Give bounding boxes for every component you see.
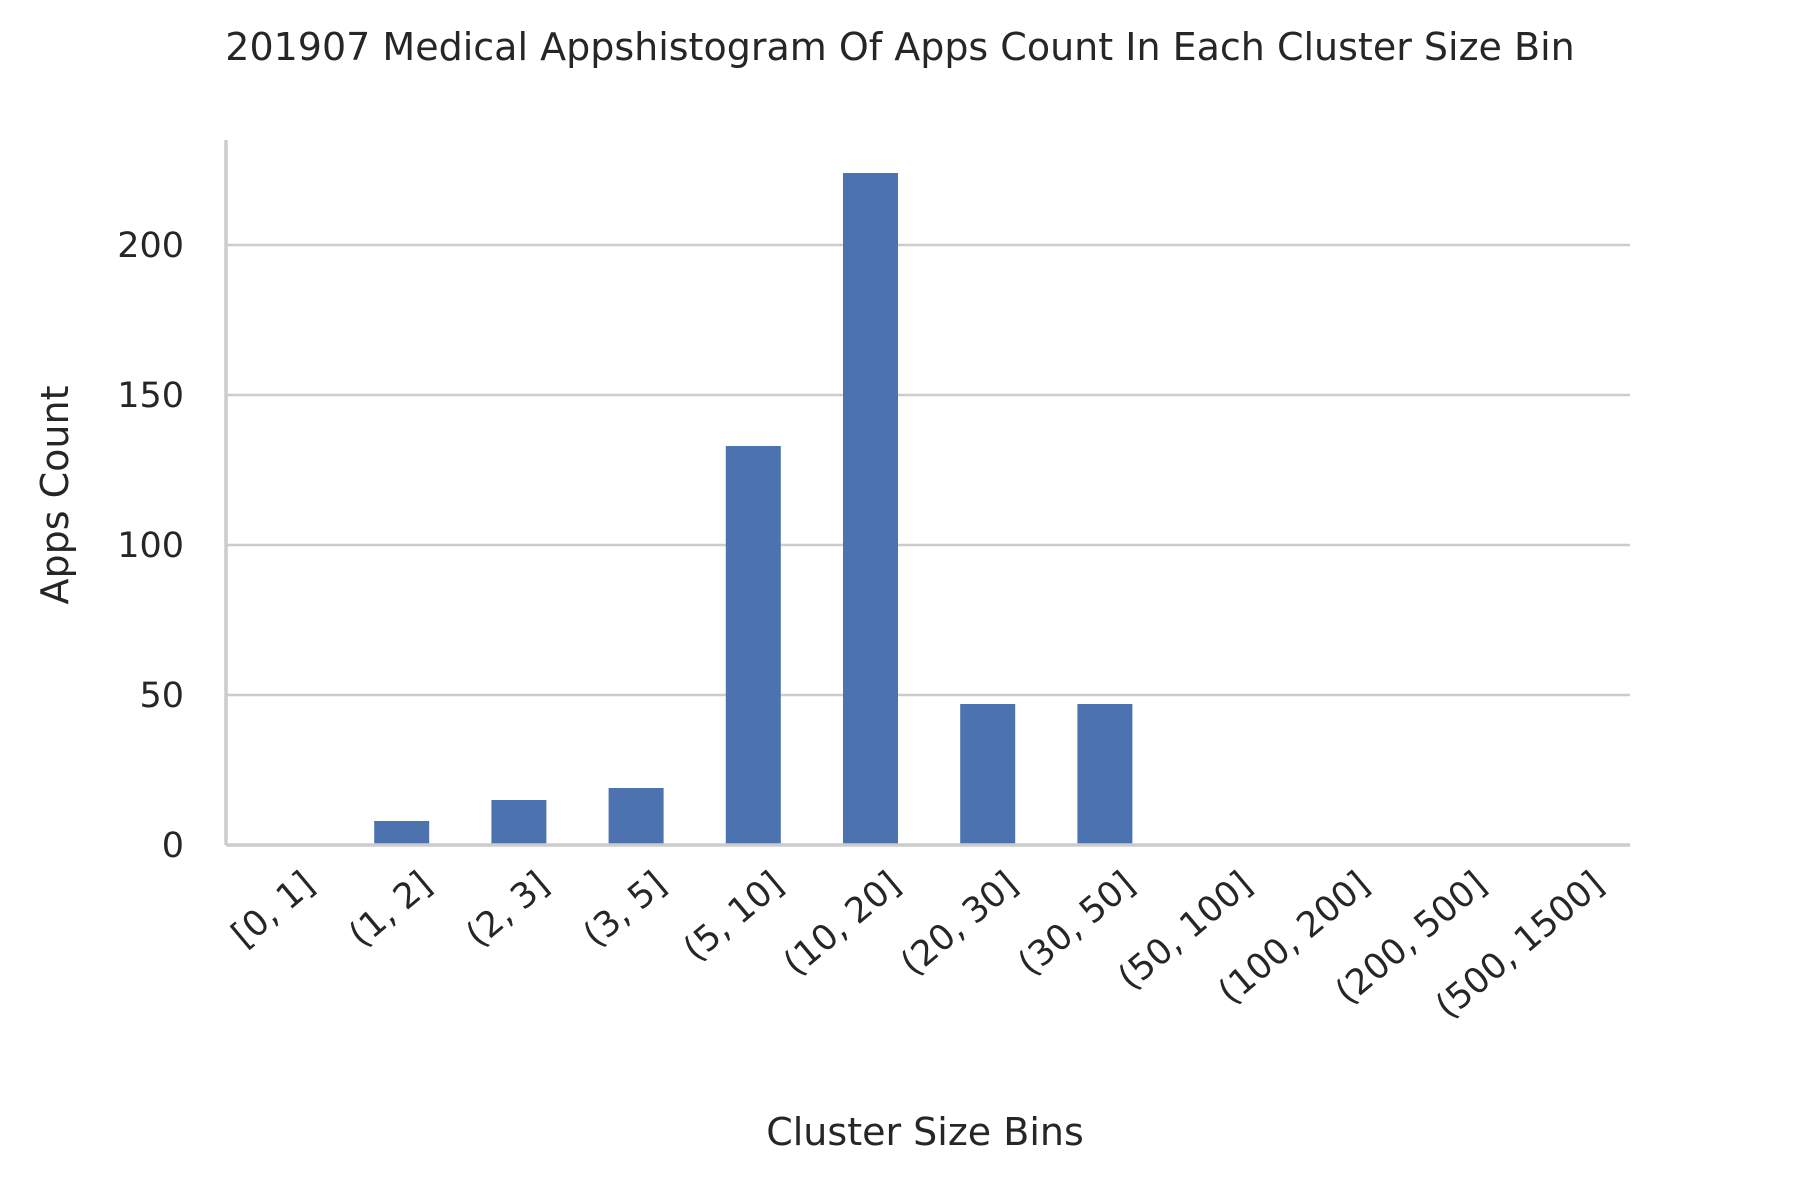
y-tick-label: 100: [117, 526, 184, 566]
x-tick-label: (2, 3]: [459, 864, 557, 955]
x-tick-label: (3, 5]: [576, 864, 674, 955]
x-tick-label: (20, 30]: [894, 864, 1026, 984]
x-tick-labels: [0, 1] (1, 2] (2, 3] (3, 5] (5, 10](10, 20](…: [224, 864, 1611, 1027]
y-tick-label: 150: [117, 376, 184, 416]
bar: [491, 800, 547, 845]
grid-lines: [226, 243, 1630, 697]
y-tick-label: 200: [117, 226, 184, 266]
y-tick-labels: 0 50 100 150 200: [117, 226, 184, 866]
y-axis-label: Apps Count: [33, 386, 77, 605]
x-tick-label: (5, 10]: [676, 864, 791, 969]
x-tick-label: (10, 20]: [776, 864, 908, 984]
bar: [843, 173, 898, 845]
bar: [1077, 704, 1133, 845]
bar: [725, 446, 781, 845]
x-tick-label: (1, 2]: [342, 864, 440, 955]
x-axis-label: Cluster Size Bins: [766, 1110, 1084, 1154]
y-tick-label: 50: [139, 676, 184, 716]
bar: [608, 788, 664, 845]
y-tick-label: 0: [162, 826, 184, 866]
bar: [374, 821, 430, 845]
chart-title: 201907 Medical Appshistogram Of Apps Cou…: [225, 25, 1574, 69]
bar: [960, 704, 1016, 845]
bars: [374, 173, 1133, 845]
x-tick-label: [0, 1]: [224, 864, 322, 955]
